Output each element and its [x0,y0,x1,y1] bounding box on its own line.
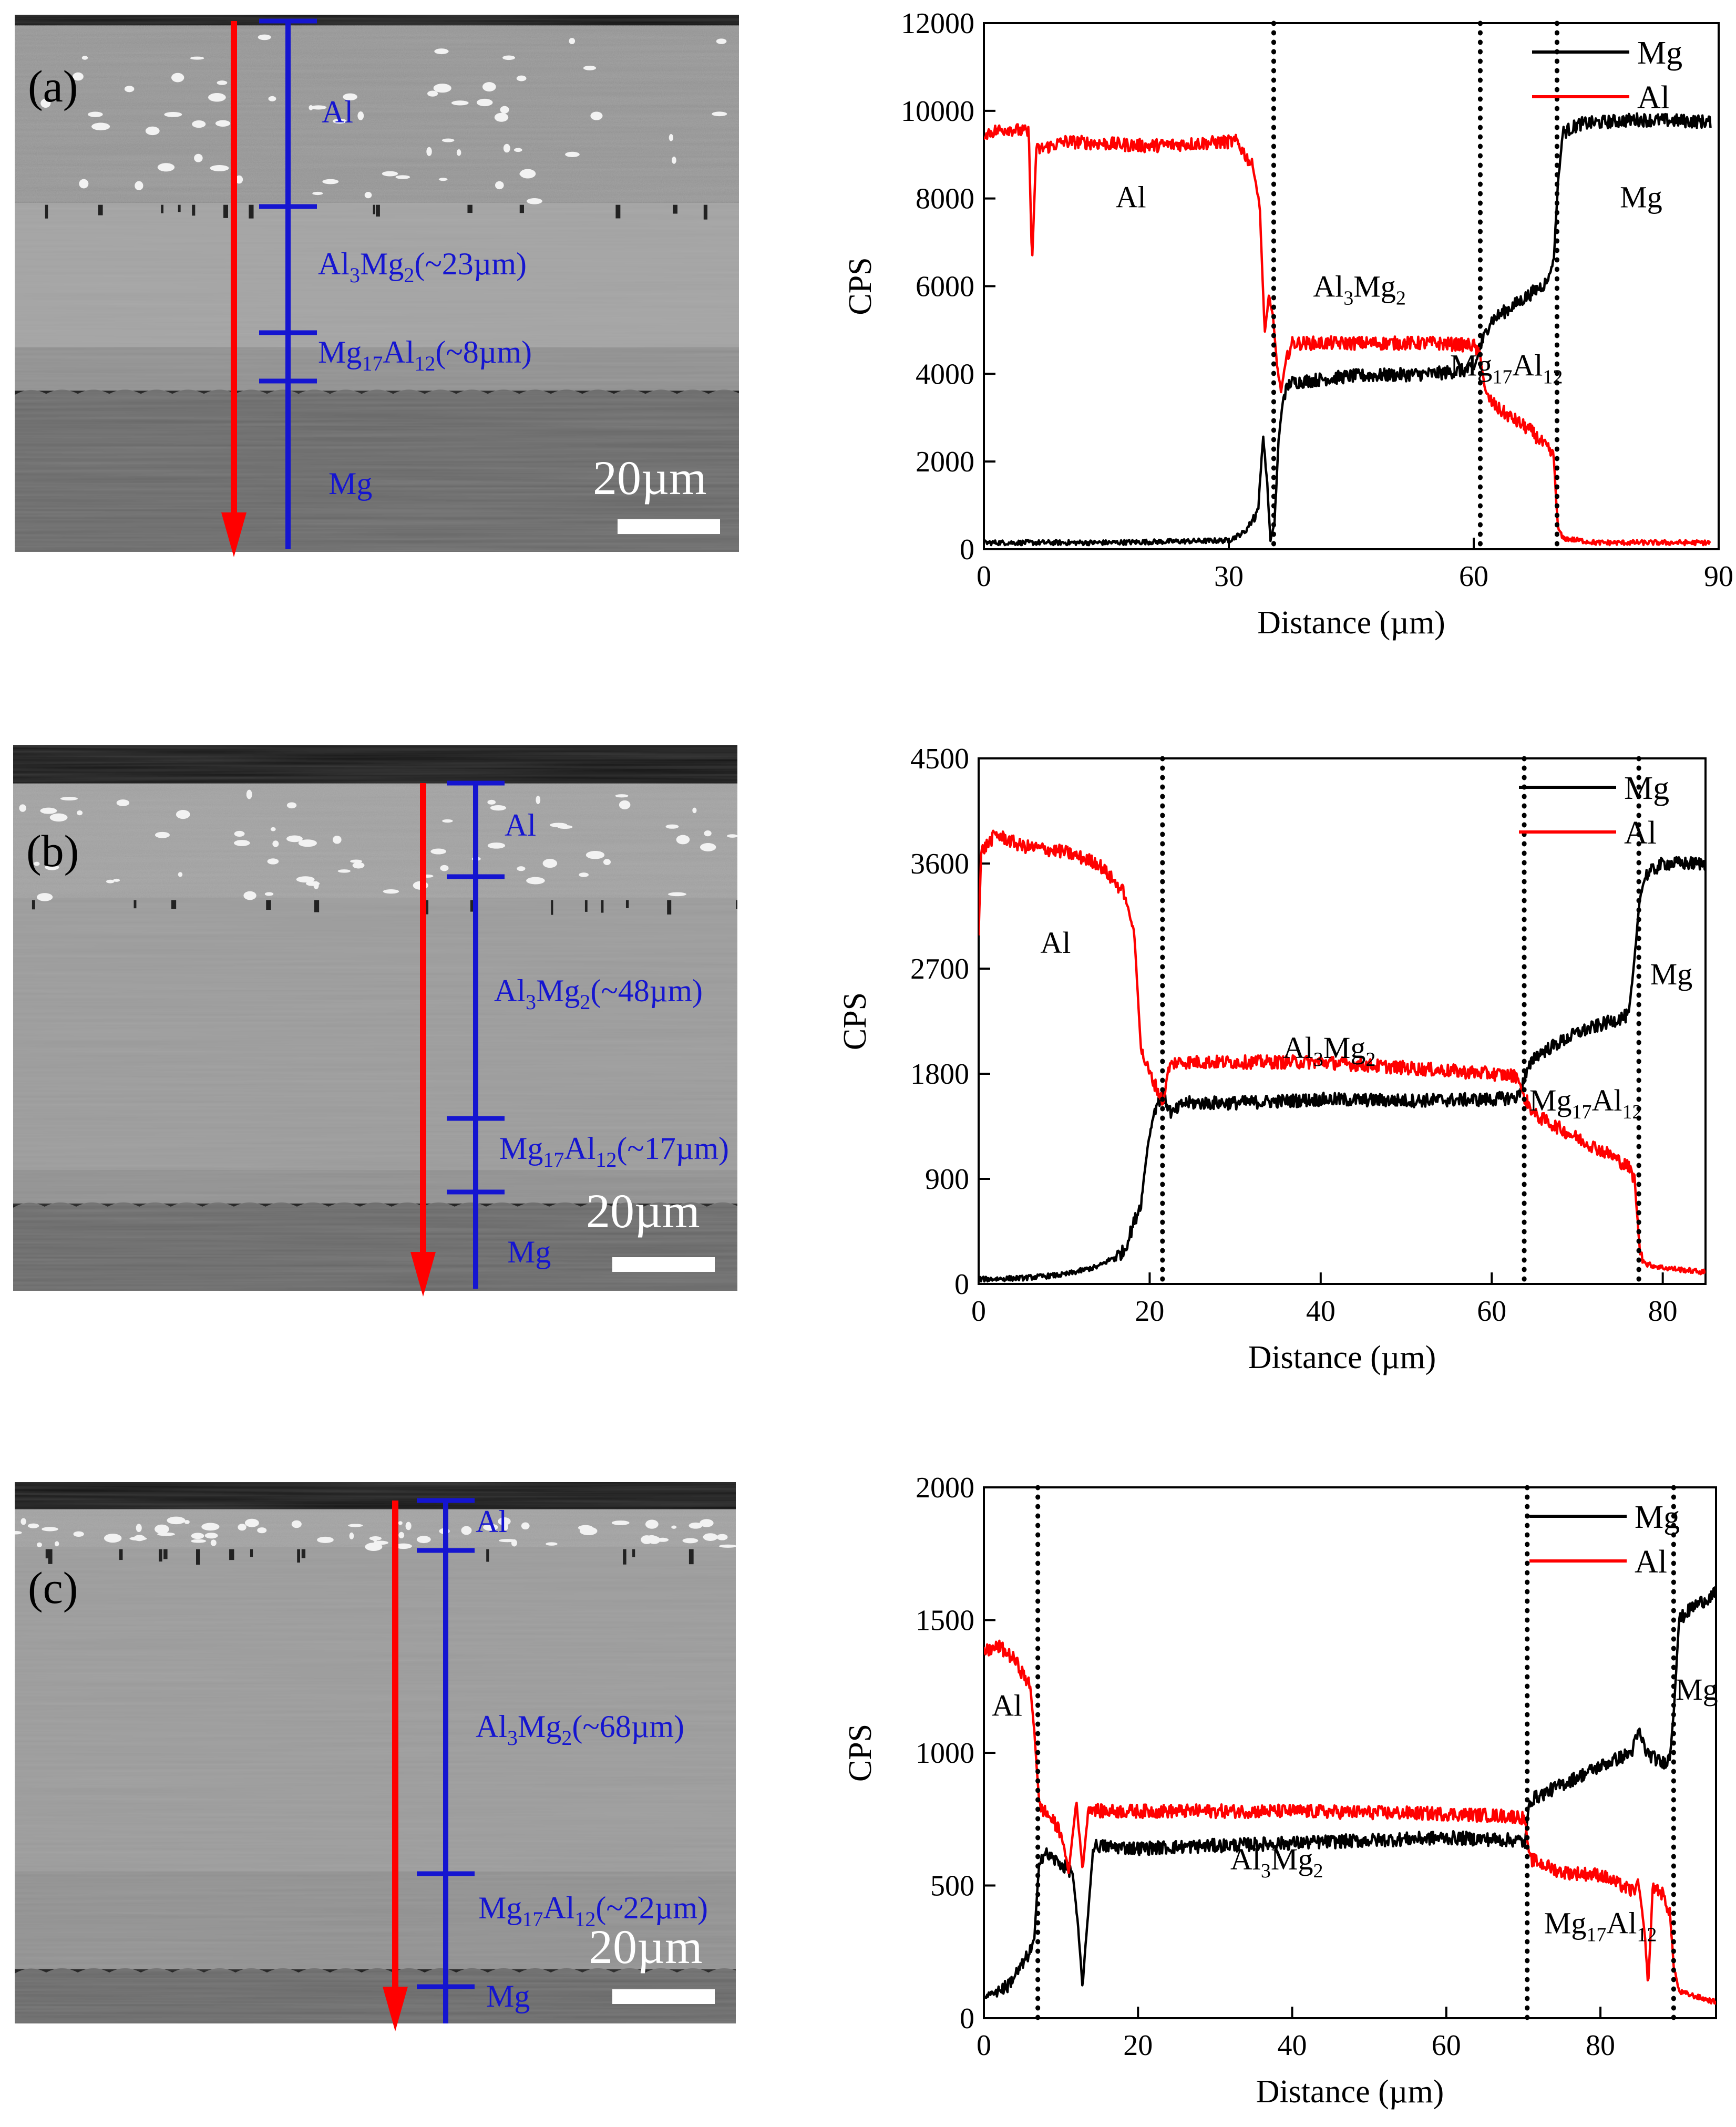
region-label: Mg [1676,1672,1718,1707]
scale-bar [612,1989,715,2004]
layer-label: Mg [486,1979,530,2013]
y-tick-label: 0 [960,533,974,566]
x-tick-label: 40 [1278,2029,1307,2062]
region-label: Al [1116,180,1146,214]
region-label: Al3Mg2 [1230,1842,1323,1882]
x-tick-label: 20 [1123,2029,1153,2062]
layer-label: Mg17Al12(~8µm) [318,335,532,375]
x-tick-label: 0 [977,2029,991,2062]
panel-label: (c) [28,1563,78,1613]
panel-label: (b) [26,826,79,876]
plot-frame [983,22,1720,550]
region-label: Al [1040,926,1071,960]
series-line-mg [984,1586,1716,2000]
legend-label: Al [1637,80,1670,116]
scale-bar-label: 20µm [586,1184,700,1238]
series-line-mg [979,856,1706,1283]
legend-label: Mg [1624,770,1669,806]
layer-label: Al [476,1504,507,1539]
y-axis-title: CPS [843,1724,878,1782]
y-tick-label: 500 [930,1870,974,1903]
scale-bar-label: 20µm [593,451,707,505]
y-tick-label: 2000 [916,1472,974,1504]
x-tick-label: 60 [1432,2029,1461,2062]
micrograph-c: (c) Al Al3Mg2(~68µm) Mg17Al12(~22µm) Mg 20µm [15,1482,736,2031]
micrograph-a: (a) Al Al3Mg2(~23µm) Mg17Al12(~8µm) Mg 20µm [15,15,739,557]
layer-thickness-markers [417,1498,475,2023]
region-label: Mg17Al12 [1529,1083,1642,1123]
panel-label: (a) [28,61,78,111]
layer-label: Al3Mg2(~68µm) [476,1709,684,1750]
scan-direction-arrow [221,21,246,557]
layer-label: Mg17Al12(~22µm) [478,1890,708,1931]
y-tick-label: 12000 [901,7,974,40]
layer-label: Al3Mg2(~48µm) [494,973,703,1014]
y-tick-label: 1500 [916,1605,974,1637]
x-tick-label: 30 [1214,560,1244,593]
region-label: Mg [1650,957,1693,991]
layer-label: Al [505,808,536,842]
region-label: Al3Mg2 [1283,1031,1376,1071]
layer-label: Mg17Al12(~17µm) [499,1131,729,1172]
micrograph-b: (b) Al Al3Mg2(~48µm) Mg17Al12(~17µm) Mg 20µm [13,745,737,1297]
y-tick-label: 0 [960,2002,974,2035]
x-axis-title: Distance (µm) [1248,1340,1436,1375]
y-tick-label: 1000 [916,1737,974,1770]
region-label: Al [992,1688,1022,1722]
y-tick-label: 3600 [910,848,969,880]
y-tick-label: 0 [954,1268,969,1301]
x-tick-label: 40 [1306,1295,1336,1328]
scale-bar [612,1257,715,1272]
x-tick-label: 20 [1135,1295,1164,1328]
y-tick-label: 4000 [916,358,974,391]
eds-line-profile-b: 0 20 40 60 80 0 900 1800 2700 3600 4500 Distance (µ… [837,743,1707,1375]
x-tick-label: 0 [977,560,991,593]
series-line-al [984,123,1711,547]
plot-frame [978,757,1707,1285]
y-tick-label: 8000 [916,183,974,215]
y-tick-label: 10000 [901,95,974,128]
region-label: Mg17Al12 [1450,348,1563,388]
legend-label: Al [1624,815,1657,851]
layer-label: Mg [328,466,372,501]
scale-bar [618,519,720,534]
eds-line-profile-c: 0 20 40 60 80 0 500 1000 1500 2000 Distance (µm) CP… [843,1472,1718,2110]
series-line-al [979,829,1706,1276]
series-line-mg [984,112,1712,547]
scan-direction-arrow [410,783,436,1297]
legend-label: Mg [1637,35,1682,71]
y-axis-title: CPS [843,257,878,315]
x-tick-label: 0 [971,1295,986,1328]
y-tick-label: 2700 [910,953,969,985]
y-tick-label: 6000 [916,271,974,303]
region-label: Al3Mg2 [1313,270,1406,310]
series-line-al [984,1639,1716,2005]
y-tick-label: 4500 [910,743,969,775]
region-label: Mg17Al12 [1544,1906,1657,1946]
eds-line-profile-a: 0 30 60 90 0 2000 4000 6000 8000 10000 12000 Distan… [843,7,1733,641]
x-tick-label: 60 [1477,1295,1506,1328]
layer-label: Al3Mg2(~23µm) [318,246,527,287]
x-axis-title: Distance (µm) [1257,605,1445,641]
x-tick-label: 90 [1704,560,1733,593]
y-tick-label: 2000 [916,446,974,478]
y-axis-title: CPS [837,992,873,1050]
legend-label: Al [1635,1544,1667,1580]
scale-bar-label: 20µm [589,1920,703,1974]
legend-label: Mg [1635,1499,1680,1535]
y-tick-label: 900 [925,1163,969,1196]
scan-direction-arrow [383,1501,408,2031]
region-label: Mg [1620,180,1662,214]
x-tick-label: 80 [1648,1295,1678,1328]
x-tick-label: 60 [1459,560,1488,593]
y-tick-label: 1800 [910,1058,969,1091]
layer-label: Mg [507,1235,551,1269]
x-tick-label: 80 [1586,2029,1615,2062]
layer-thickness-markers [259,18,317,549]
layer-label: Al [322,95,353,129]
layer-thickness-markers [447,780,505,1289]
x-axis-title: Distance (µm) [1256,2074,1444,2110]
